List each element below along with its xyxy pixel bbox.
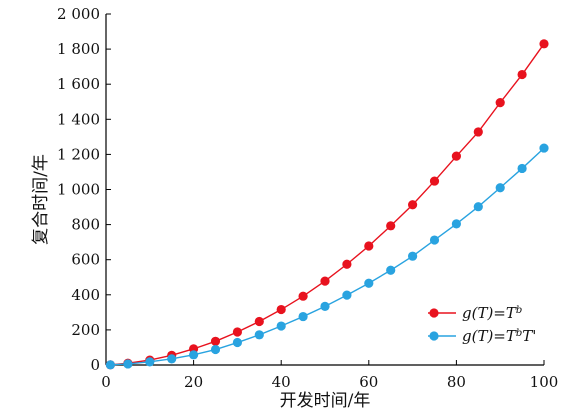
y-axis-title: 复合时间/年 (31, 154, 51, 245)
y-tick-label: 1 400 (57, 110, 100, 128)
data-point (210, 336, 221, 346)
data-point (386, 265, 396, 275)
data-point (517, 69, 527, 80)
x-axis-title: 开发时间/年 (280, 391, 371, 411)
legend-label: g(T)=Tb (462, 304, 522, 322)
data-point (105, 360, 115, 370)
data-point (254, 316, 264, 327)
data-point (189, 350, 199, 360)
data-point (276, 321, 286, 331)
data-point (451, 219, 461, 229)
legend-label: g(T)=TbT' (462, 327, 536, 345)
data-point (254, 330, 264, 340)
y-tick-label: 1 600 (57, 75, 100, 93)
y-tick-label: 1 200 (57, 145, 100, 163)
y-tick-label: 1 800 (57, 40, 100, 58)
data-point (364, 278, 374, 288)
data-point (408, 251, 418, 261)
data-point (298, 291, 308, 301)
data-point (210, 344, 221, 355)
data-point (429, 235, 440, 245)
data-point (473, 202, 483, 212)
legend-item-1: g(T)=Tb (428, 304, 522, 322)
data-point (473, 127, 483, 137)
data-point (429, 176, 440, 186)
data-point (167, 354, 177, 364)
data-point (364, 241, 374, 251)
legend-item-2: g(T)=TbT' (428, 327, 536, 345)
data-point (451, 151, 461, 161)
y-tick-label: 600 (71, 251, 100, 269)
series-2 (105, 143, 549, 370)
x-tick-label: 0 (101, 373, 111, 391)
data-point (276, 304, 286, 315)
x-tick-label: 40 (272, 373, 291, 391)
data-point (320, 276, 330, 286)
y-tick-label: 400 (71, 286, 100, 304)
legend: g(T)=Tb g(T)=TbT' (428, 304, 536, 345)
data-point (517, 163, 527, 174)
y-tick-label: 2 000 (57, 5, 100, 23)
y-tick-label: 1 000 (57, 181, 100, 199)
data-point (123, 359, 133, 369)
data-point (342, 259, 352, 269)
data-point (320, 301, 330, 311)
series-layer (105, 39, 549, 370)
data-point (408, 200, 418, 210)
legend-marker (429, 308, 439, 318)
data-point (386, 221, 396, 231)
data-point (495, 183, 505, 193)
data-point (539, 143, 549, 153)
data-point (539, 39, 549, 49)
y-tick-label: 200 (71, 321, 100, 339)
data-point (145, 357, 155, 367)
data-point (495, 98, 505, 108)
x-tick-label: 60 (359, 373, 378, 391)
x-tick-label: 100 (530, 373, 559, 391)
x-tick-label: 80 (447, 373, 466, 391)
y-tick-label: 800 (71, 216, 100, 234)
data-point (232, 337, 242, 348)
legend-marker (429, 331, 439, 341)
x-tick-label: 20 (184, 373, 203, 391)
data-point (342, 290, 352, 300)
data-point (298, 311, 308, 322)
y-tick-label: 0 (90, 356, 100, 374)
data-point (232, 327, 242, 337)
